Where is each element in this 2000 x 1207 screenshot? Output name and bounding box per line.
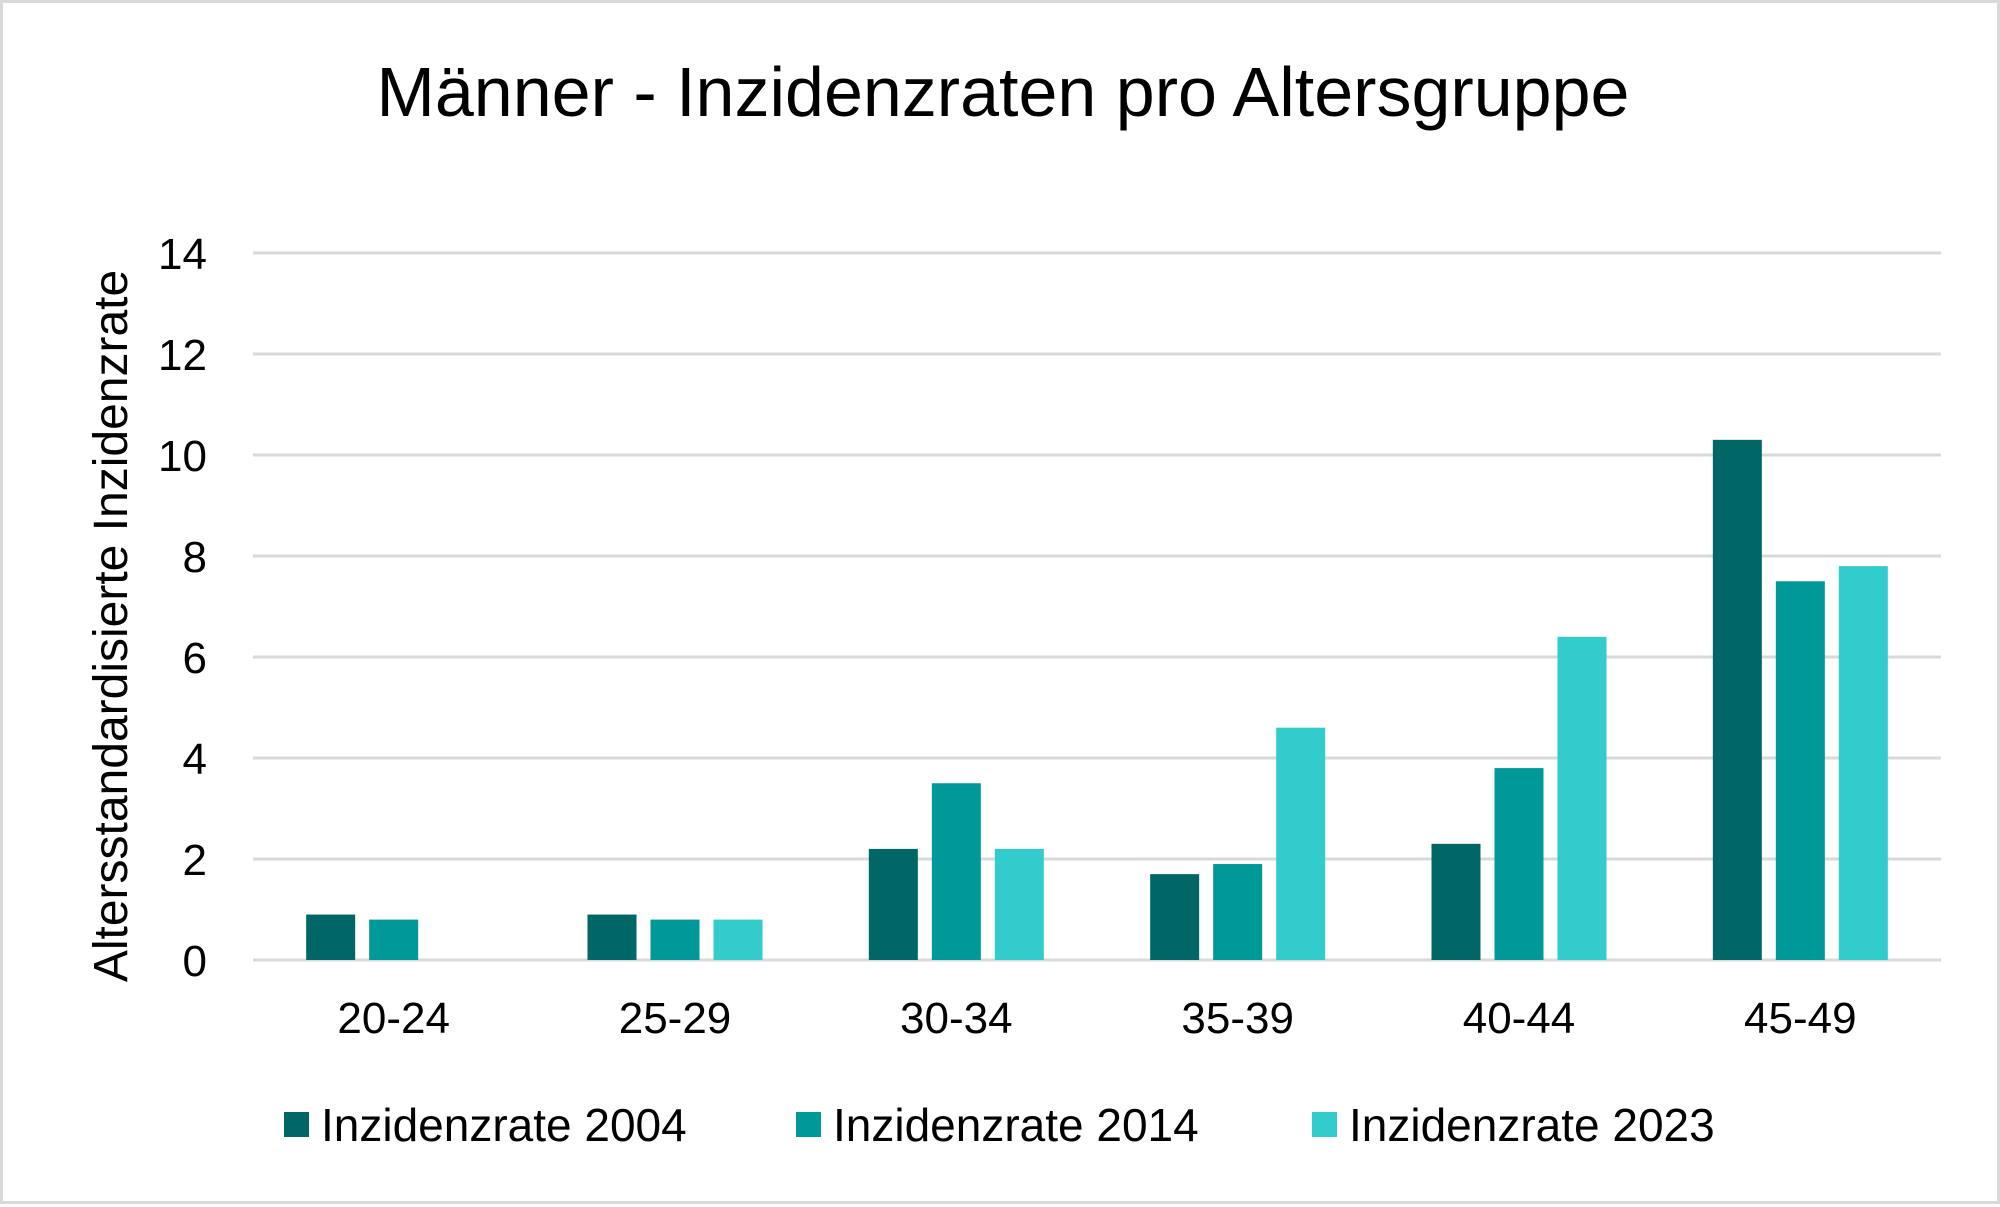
y-tick-label: 4: [183, 735, 207, 784]
legend-label: Inzidenzrate 2014: [833, 1099, 1199, 1151]
bar-35-39-series-3: [1276, 727, 1326, 960]
x-tick-label: 20-24: [337, 994, 450, 1043]
x-tick-label: 35-39: [1181, 994, 1294, 1043]
chart-title: Männer - Inzidenzraten pro Altersgruppe: [377, 53, 1630, 131]
x-axis-ticks: 20-24 25-29 30-34 35-39 40-44 45-49: [337, 994, 1856, 1043]
legend-label: Inzidenzrate 2004: [321, 1099, 687, 1151]
x-tick-label: 30-34: [900, 994, 1013, 1043]
legend-swatch: [796, 1112, 821, 1137]
bars: [306, 439, 1888, 961]
bar-35-39-series-1: [1150, 874, 1200, 960]
bar-40-44-series-3: [1557, 636, 1607, 960]
legend: Inzidenzrate 2004 Inzidenzrate 2014 Inzide…: [284, 1099, 1715, 1151]
y-tick-label: 0: [183, 937, 207, 986]
bar-chart: Männer - Inzidenzraten pro Altersgruppe …: [85, 53, 1941, 1151]
y-tick-label: 2: [183, 836, 207, 885]
y-tick-label: 6: [183, 634, 207, 683]
x-tick-label: 25-29: [619, 994, 732, 1043]
bar-20-24-series-1: [306, 914, 356, 960]
y-axis-title: Altersstandardisierte Inzidenzrate: [85, 270, 138, 982]
x-tick-label: 45-49: [1744, 994, 1857, 1043]
bar-35-39-series-2: [1213, 864, 1263, 960]
legend-swatch: [284, 1112, 309, 1137]
bar-45-49-series-2: [1775, 581, 1825, 960]
bar-45-49-series-3: [1838, 566, 1888, 960]
legend-label: Inzidenzrate 2023: [1349, 1099, 1715, 1151]
bar-20-24-series-2: [369, 919, 419, 960]
gridlines: [253, 251, 1941, 962]
bar-25-29-series-3: [713, 919, 763, 960]
bar-40-44-series-1: [1431, 843, 1481, 960]
legend-swatch: [1312, 1112, 1337, 1137]
bar-30-34-series-1: [868, 848, 918, 960]
bar-45-49-series-1: [1712, 439, 1762, 961]
y-tick-label: 14: [158, 230, 207, 279]
y-tick-label: 10: [158, 432, 207, 481]
bar-25-29-series-2: [650, 919, 700, 960]
y-tick-label: 8: [183, 533, 207, 582]
bar-40-44-series-2: [1494, 768, 1544, 960]
bar-30-34-series-3: [994, 848, 1044, 960]
y-tick-label: 12: [158, 331, 207, 380]
bar-30-34-series-2: [931, 783, 981, 960]
x-tick-label: 40-44: [1463, 994, 1576, 1043]
bar-25-29-series-1: [587, 914, 637, 960]
y-axis-ticks: 0 2 4 6 8 10 12 14: [158, 230, 207, 986]
